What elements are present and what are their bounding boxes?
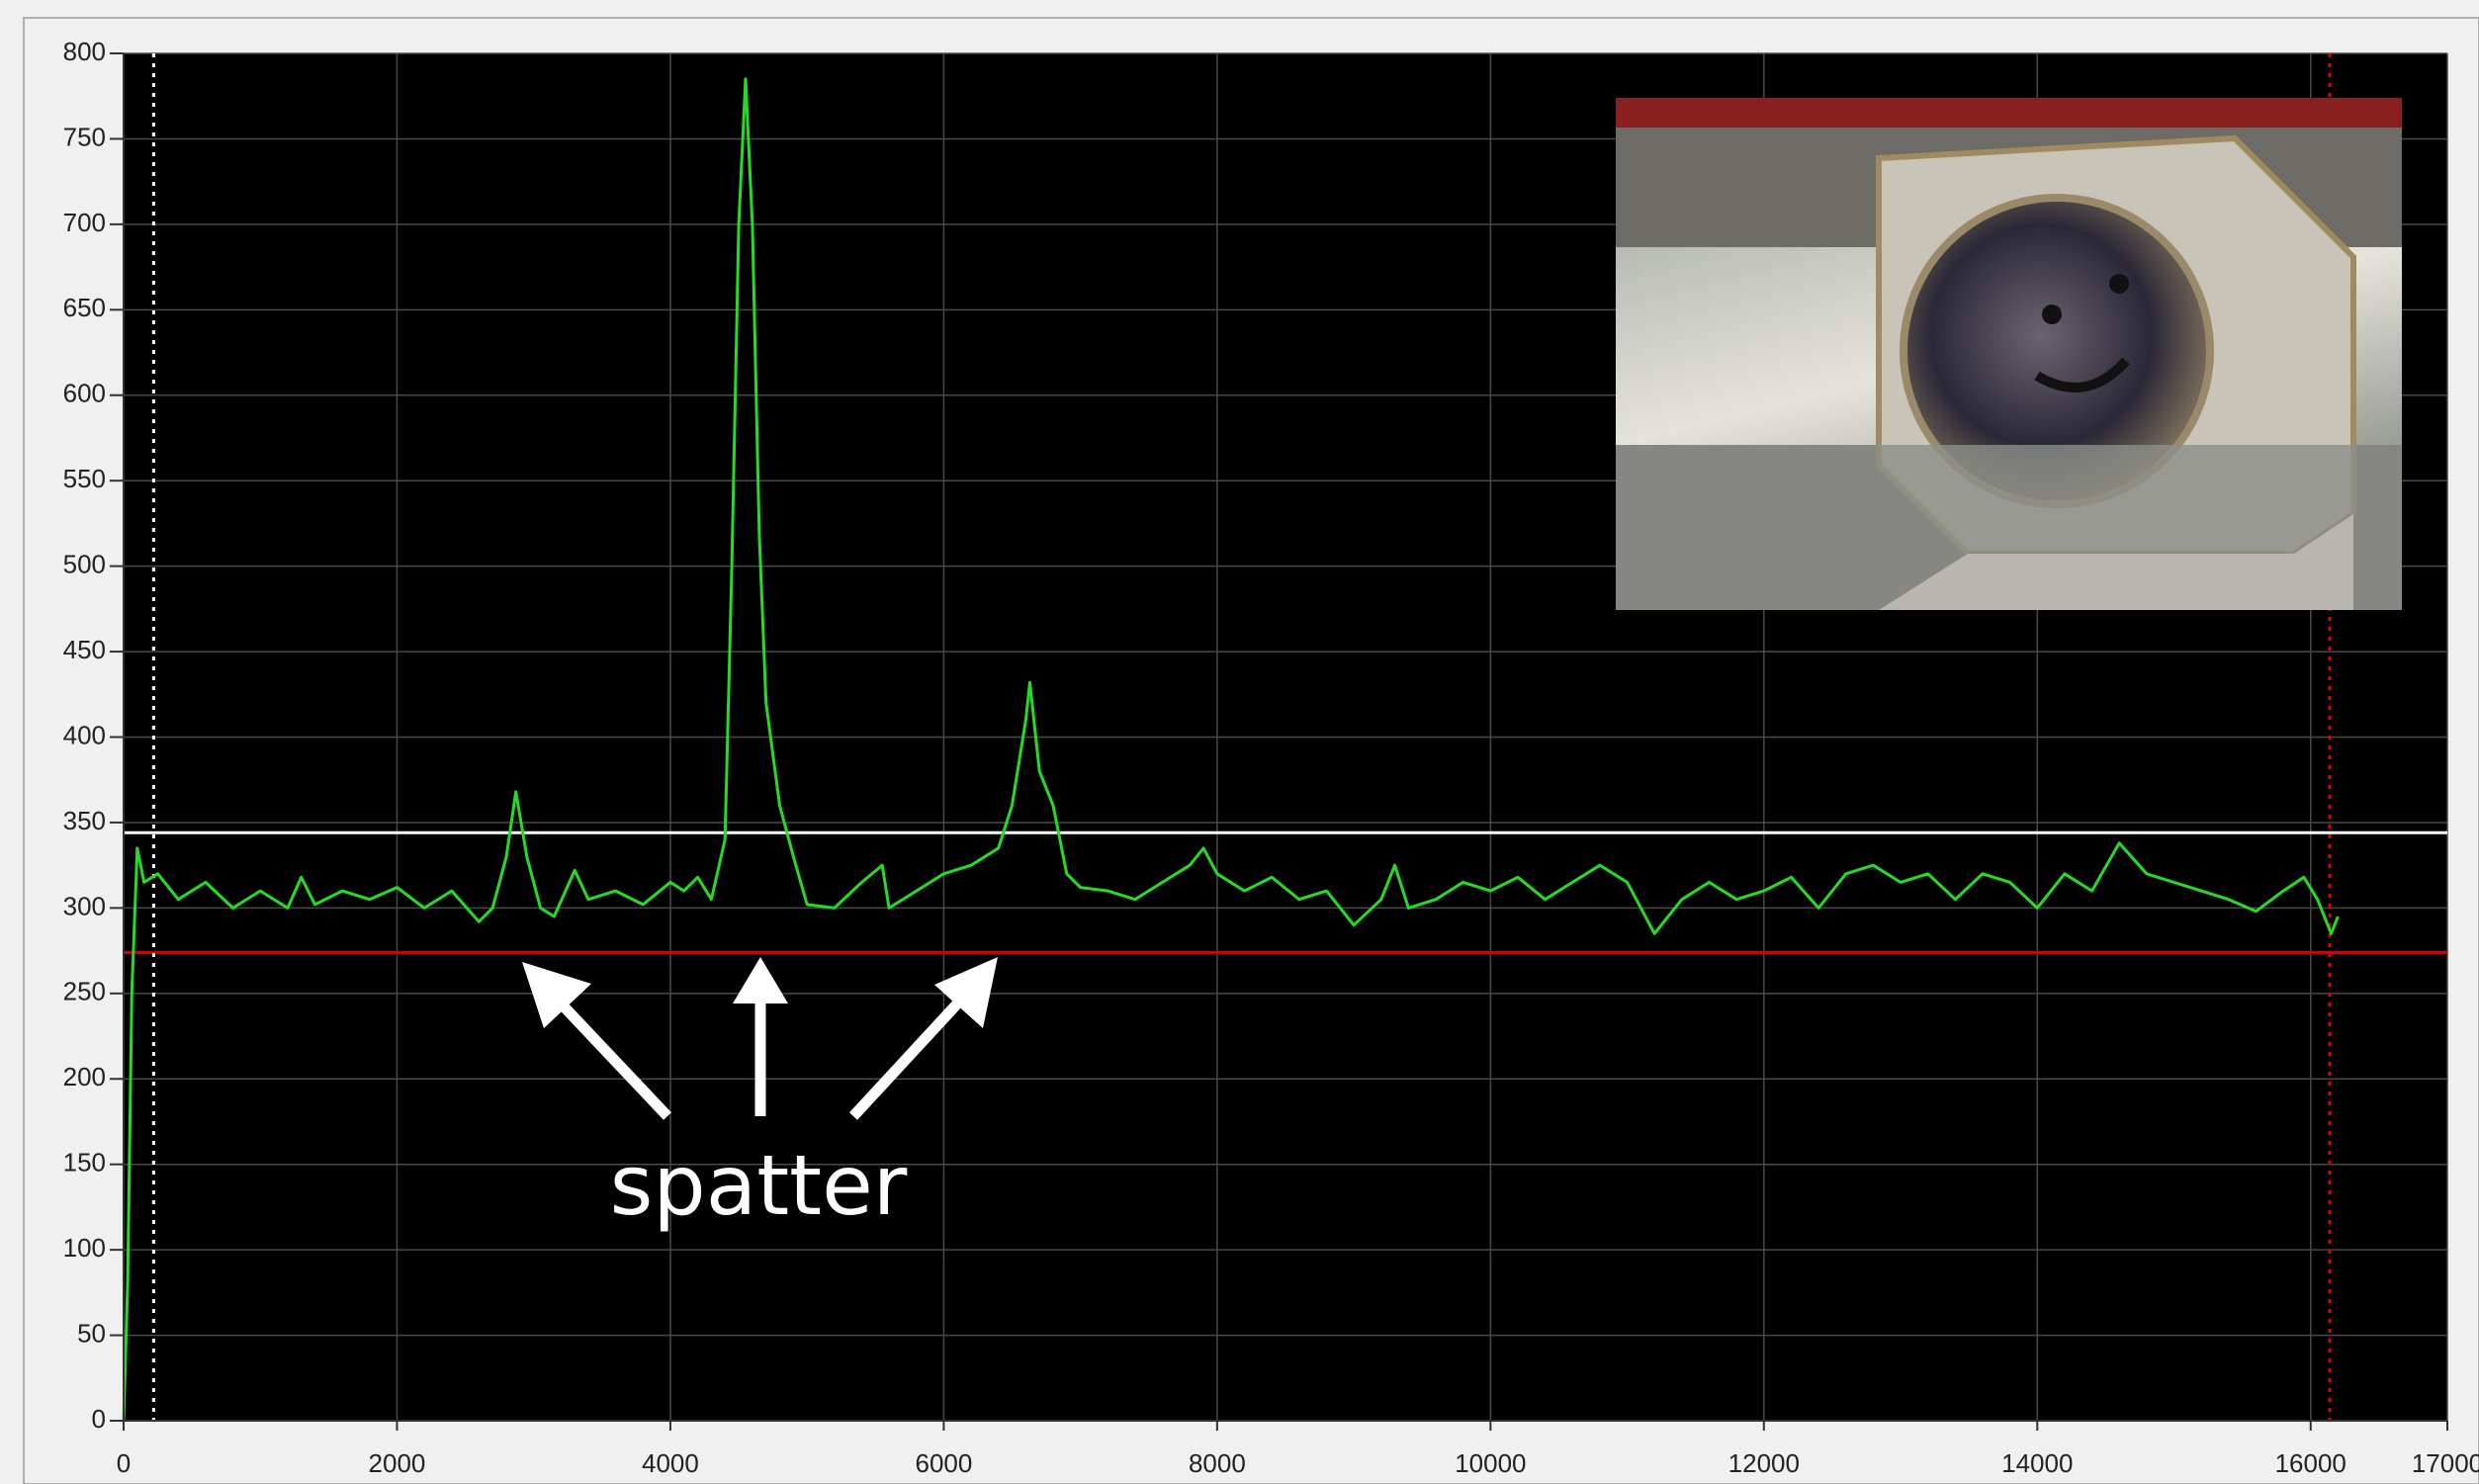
x-tick-label: 8000 xyxy=(1189,1448,1246,1478)
y-tick-label: 100 xyxy=(63,1233,106,1263)
y-tick-label: 350 xyxy=(63,806,106,835)
arrows xyxy=(522,957,998,1120)
y-tick-label: 300 xyxy=(63,891,106,920)
signal-line xyxy=(122,77,2340,1422)
y-tick-label: 600 xyxy=(63,379,106,408)
inset-photo xyxy=(1616,98,2402,610)
x-tick-label: 0 xyxy=(117,1448,131,1478)
y-tick-label: 650 xyxy=(63,293,106,322)
y-tick-label: 800 xyxy=(63,37,106,66)
x-tick-label: 10000 xyxy=(1455,1448,1526,1478)
x-tick-label: 2000 xyxy=(369,1448,426,1478)
x-tick-label: 4000 xyxy=(642,1448,699,1478)
y-tick-label: 400 xyxy=(63,720,106,749)
y-tick-label: 700 xyxy=(63,208,106,237)
y-tick-label: 750 xyxy=(63,122,106,151)
y-tick-label: 550 xyxy=(63,464,106,493)
y-tick-label: 500 xyxy=(63,550,106,579)
y-tick-label: 200 xyxy=(63,1062,106,1091)
y-tick-label: 250 xyxy=(63,977,106,1006)
x-tick-label: 14000 xyxy=(2001,1448,2073,1478)
annotation: spatter xyxy=(610,1137,908,1234)
y-tick-label: 150 xyxy=(63,1148,106,1178)
x-tick-label: 6000 xyxy=(915,1448,972,1478)
x-tick-label: 12000 xyxy=(1728,1448,1800,1478)
x-tick-label: 17000 xyxy=(2412,1448,2479,1478)
x-tick-label: 16000 xyxy=(2275,1448,2346,1478)
y-tick-label: 450 xyxy=(63,635,106,664)
y-tick-label: 0 xyxy=(92,1404,106,1434)
frame xyxy=(23,17,2479,1484)
y-tick-label: 50 xyxy=(77,1318,106,1348)
